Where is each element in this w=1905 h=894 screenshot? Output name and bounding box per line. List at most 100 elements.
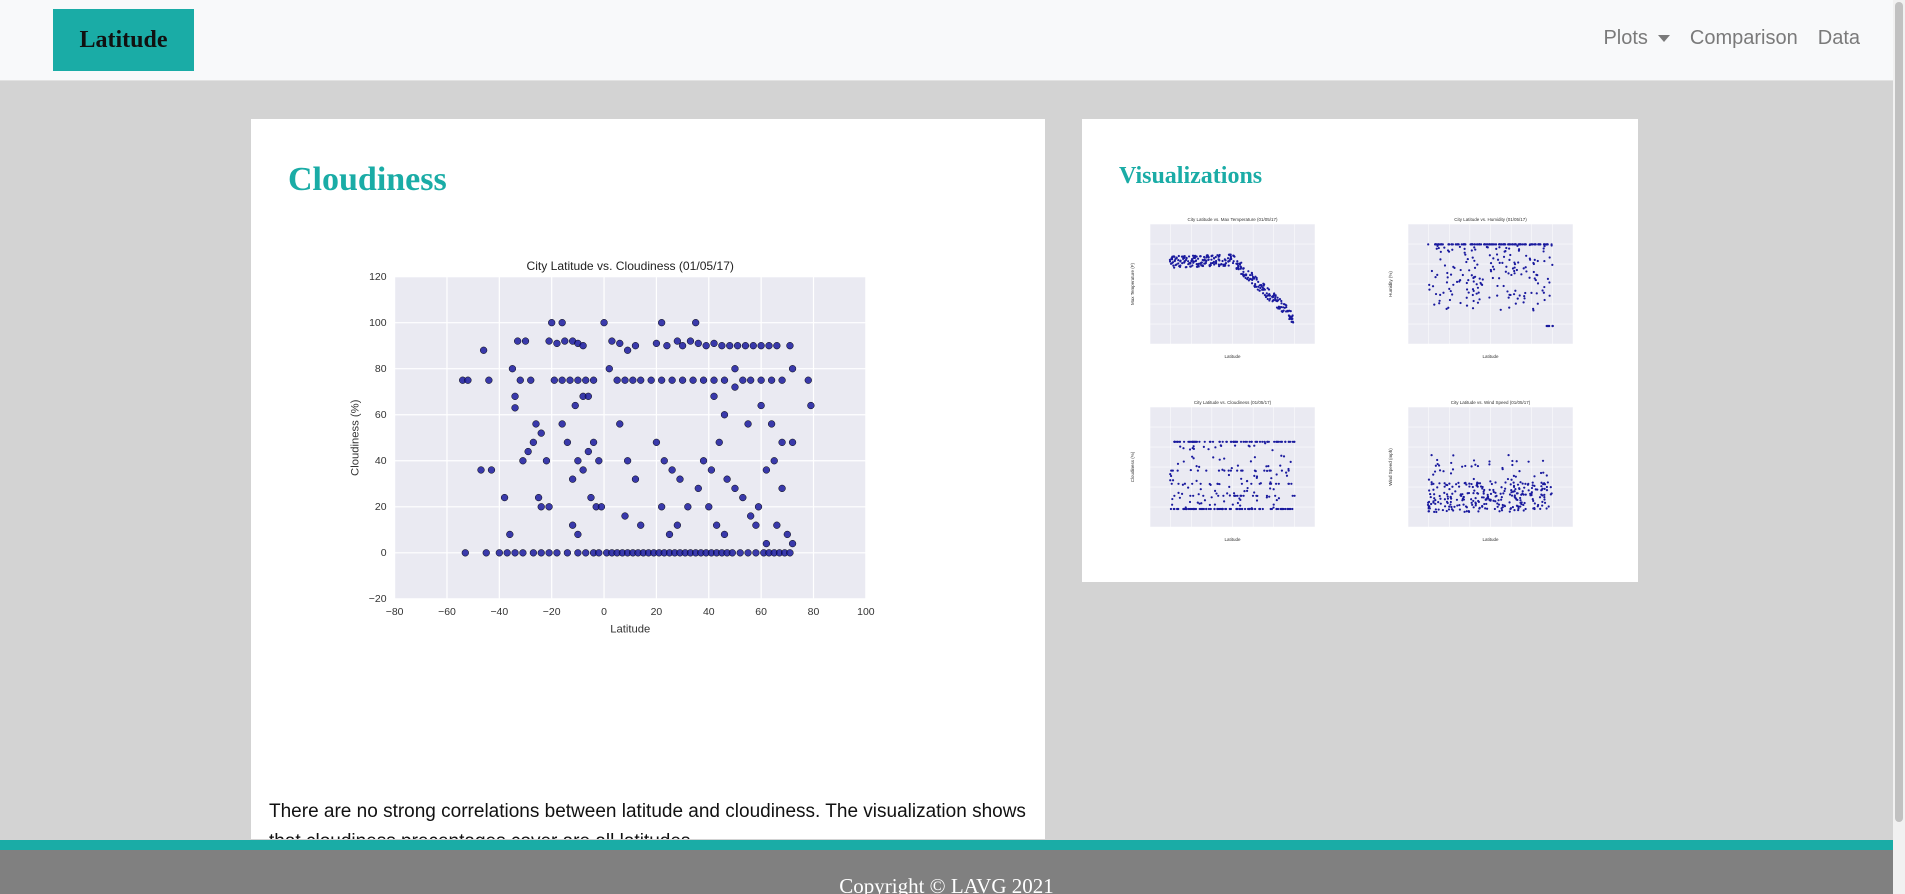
thumb-point xyxy=(1488,488,1491,491)
thumb-point xyxy=(1494,491,1497,494)
thumb-point xyxy=(1486,495,1490,498)
thumb-point xyxy=(1236,260,1239,263)
data-point xyxy=(553,549,561,557)
thumb-point xyxy=(1199,482,1202,485)
thumb-point xyxy=(1275,507,1278,511)
thumb-point xyxy=(1455,498,1459,501)
nav-data[interactable]: Data xyxy=(1817,27,1860,49)
thumb-point xyxy=(1172,255,1176,258)
thumb-point xyxy=(1237,264,1240,267)
nav-comparison[interactable]: Comparison xyxy=(1689,27,1798,49)
thumb-point xyxy=(1227,469,1230,472)
thumb-point xyxy=(1197,493,1200,496)
scrollbar[interactable] xyxy=(1893,0,1905,894)
thumb-wind-speed[interactable]: City Latitude vs. Wind Speed (01/05/17) L… xyxy=(1380,397,1580,547)
thumb-point xyxy=(1191,440,1194,443)
thumb-point xyxy=(1551,324,1554,328)
data-point xyxy=(707,466,716,474)
thumb-point xyxy=(1501,261,1504,264)
thumb-point xyxy=(1474,504,1477,507)
thumb-point xyxy=(1509,507,1513,510)
thumb-point xyxy=(1494,481,1497,484)
thumb-point xyxy=(1176,462,1180,465)
thumb-point xyxy=(1242,270,1245,273)
thumb-point xyxy=(1231,503,1234,506)
thumb-point xyxy=(1173,440,1176,443)
thumb-point xyxy=(1224,507,1228,511)
thumb-point xyxy=(1521,243,1524,246)
thumb-point xyxy=(1438,469,1442,472)
thumb-point xyxy=(1518,243,1521,246)
thumb-point xyxy=(1472,289,1475,293)
thumb-point xyxy=(1182,256,1185,259)
thumb-point xyxy=(1435,243,1439,246)
thumb-point xyxy=(1221,259,1224,263)
thumb-point xyxy=(1508,501,1511,504)
thumb-point xyxy=(1258,289,1261,292)
thumb-point xyxy=(1236,501,1240,505)
thumb-point xyxy=(1493,507,1496,511)
thumb-point xyxy=(1522,267,1525,270)
thumb-point xyxy=(1210,258,1213,261)
thumb-temperature[interactable]: City Latitude vs. Max Temperature (01/05… xyxy=(1122,214,1322,364)
thumb-point xyxy=(1447,306,1450,309)
thumb-point xyxy=(1445,493,1449,496)
thumb-point xyxy=(1217,469,1221,472)
thumb-point xyxy=(1540,485,1543,488)
main-card: Cloudiness −80 −60 −40 −20 0 20 40 60 80 100 −20 0 2… xyxy=(251,119,1045,839)
thumb-point xyxy=(1177,259,1180,262)
thumb-point xyxy=(1514,475,1517,478)
thumb-point xyxy=(1438,494,1441,498)
data-point xyxy=(699,457,708,465)
brand-logo[interactable]: Latitude xyxy=(53,9,194,71)
data-point xyxy=(545,549,553,557)
data-point xyxy=(786,342,794,350)
thumb-point xyxy=(1202,445,1205,448)
thumb-point xyxy=(1183,260,1186,263)
thumb-point xyxy=(1509,253,1512,257)
nav-plots-dropdown[interactable]: Plots xyxy=(1603,27,1670,50)
thumb-point xyxy=(1246,277,1249,281)
thumb-point xyxy=(1541,500,1544,504)
thumb-point xyxy=(1541,494,1544,497)
thumb-point xyxy=(1468,269,1471,272)
scrollbar-thumb[interactable] xyxy=(1895,2,1903,822)
thumb-point xyxy=(1524,493,1527,496)
thumb-point xyxy=(1461,497,1464,500)
thumb-point xyxy=(1213,257,1216,260)
data-point xyxy=(521,337,530,345)
data-point xyxy=(686,337,695,345)
thumb-point xyxy=(1450,497,1453,500)
thumb-point xyxy=(1540,481,1543,484)
data-point xyxy=(658,319,666,327)
thumb-point xyxy=(1175,507,1179,511)
thumb-point xyxy=(1261,440,1264,443)
thumb-point xyxy=(1529,258,1532,261)
thumb-point xyxy=(1472,506,1475,509)
thumb-point xyxy=(1476,301,1480,304)
data-point xyxy=(647,376,655,384)
thumb-point xyxy=(1463,251,1466,254)
thumb-point xyxy=(1285,474,1289,477)
thumb-cloudiness[interactable]: City Latitude vs. Cloudiness (01/05/17) L… xyxy=(1122,397,1322,547)
thumb-point xyxy=(1262,282,1265,285)
thumb-point xyxy=(1481,278,1484,281)
thumb-point xyxy=(1287,482,1290,485)
thumb-point xyxy=(1466,257,1469,261)
data-point xyxy=(600,319,608,327)
thumb-point xyxy=(1525,270,1528,273)
data-point xyxy=(579,466,587,474)
thumb-point xyxy=(1465,296,1468,299)
x-tick-label: −60 xyxy=(438,607,456,618)
thumb-point xyxy=(1450,243,1453,246)
thumb-point xyxy=(1468,482,1471,485)
thumb-point xyxy=(1500,509,1504,512)
thumb-point xyxy=(1291,494,1294,497)
thumb-point xyxy=(1208,264,1211,267)
thumb-point xyxy=(1243,490,1246,493)
thumb-point xyxy=(1490,482,1493,486)
thumb-point xyxy=(1180,492,1184,495)
thumb-humidity[interactable]: City Latitude vs. Humidity (01/05/17) Lat… xyxy=(1380,214,1580,364)
thumb-point xyxy=(1481,505,1484,508)
thumb-point xyxy=(1250,282,1254,285)
